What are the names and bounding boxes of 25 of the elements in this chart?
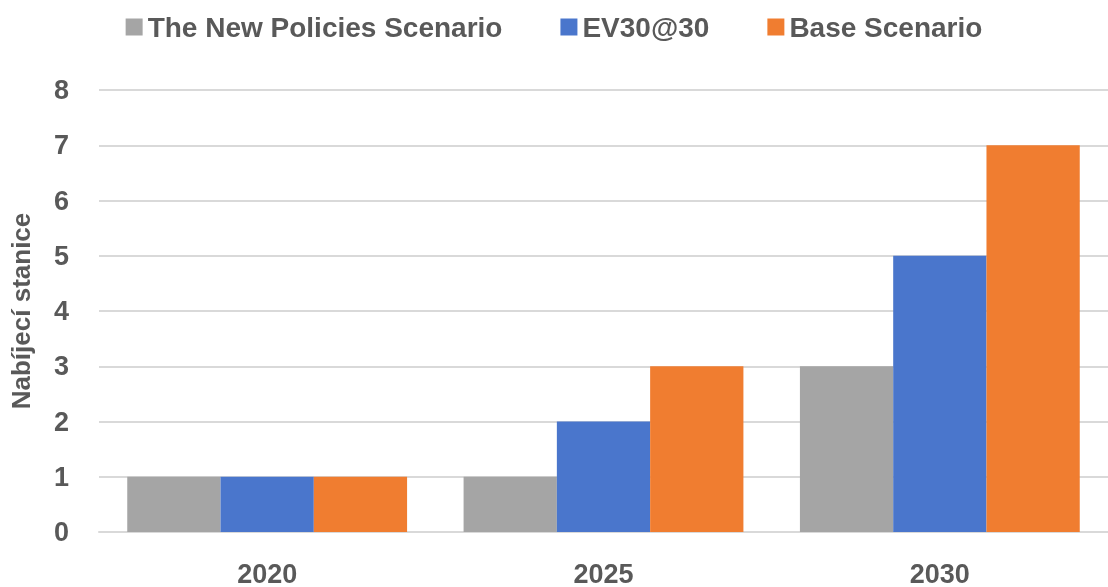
x-tick-label: 2020 xyxy=(237,558,298,587)
bar xyxy=(313,476,408,532)
bar xyxy=(986,145,1080,532)
y-tick-label: 6 xyxy=(53,185,69,216)
legend-label: EV30@30 xyxy=(582,11,710,43)
bar xyxy=(799,366,894,532)
y-tick-label: 3 xyxy=(53,351,69,382)
y-tick-label: 4 xyxy=(53,296,69,326)
y-tick-label: 1 xyxy=(53,461,69,492)
y-tick-label: 0 xyxy=(53,517,69,547)
y-tick-label: 5 xyxy=(53,240,69,271)
bar xyxy=(650,366,744,532)
bar xyxy=(556,421,651,532)
bar xyxy=(463,476,557,532)
bar xyxy=(893,255,987,532)
legend-label: The New Policies Scenario xyxy=(147,11,503,43)
y-tick-label: 7 xyxy=(53,130,69,161)
y-tick-label: 2 xyxy=(53,406,69,437)
x-tick-label: 2030 xyxy=(909,558,970,587)
bar xyxy=(127,476,221,532)
y-tick-label: 8 xyxy=(53,75,69,105)
legend-label: Base Scenario xyxy=(789,11,983,43)
y-axis-title: Nabíjecí stanice xyxy=(6,212,36,410)
bar xyxy=(220,476,314,532)
x-tick-label: 2025 xyxy=(573,558,634,587)
